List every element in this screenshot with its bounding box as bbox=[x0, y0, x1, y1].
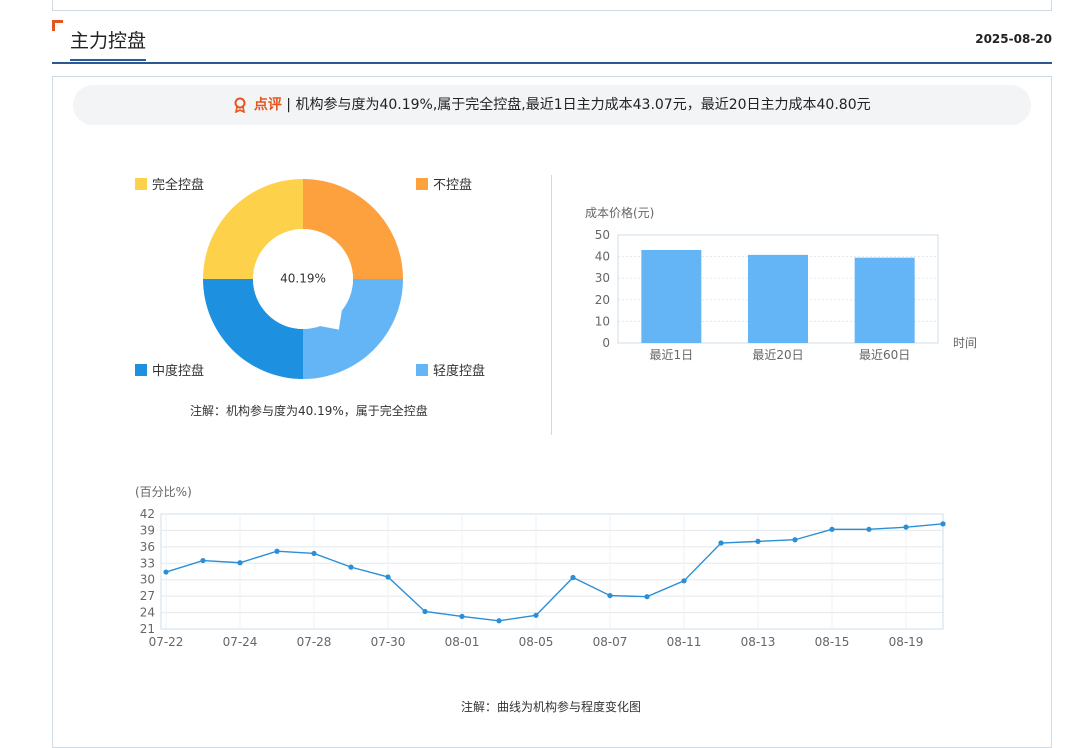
line-xtick-label: 08-15 bbox=[815, 635, 850, 649]
legend-medium[interactable]: 中度控盘 bbox=[135, 360, 204, 379]
bar-ytick-label: 30 bbox=[595, 271, 610, 285]
line-point[interactable] bbox=[718, 540, 724, 546]
line-point[interactable] bbox=[237, 560, 243, 566]
line-point[interactable] bbox=[422, 608, 428, 615]
line-xtick-label: 07-24 bbox=[223, 635, 258, 649]
donut-chart: 40.19% bbox=[203, 179, 403, 379]
donut-center-label: 40.19% bbox=[280, 272, 326, 286]
header-corner-mark bbox=[52, 20, 63, 31]
bar-xtick-label: 最近20日 bbox=[752, 348, 803, 362]
bar-xtick-label: 最近1日 bbox=[650, 348, 694, 362]
comment-label: 点评 bbox=[253, 97, 282, 113]
top-frame bbox=[52, 0, 1052, 11]
bar-xtick-label: 最近60日 bbox=[859, 348, 910, 362]
award-icon bbox=[234, 97, 246, 113]
line-xtick-label: 08-01 bbox=[445, 635, 480, 649]
line-ytick-label: 33 bbox=[140, 556, 155, 570]
bar-ytick-label: 50 bbox=[595, 228, 610, 242]
header-date: 2025-08-20 bbox=[975, 32, 1052, 46]
line-xtick-label: 08-19 bbox=[889, 635, 924, 649]
legend-label: 完全控盘 bbox=[152, 178, 205, 193]
legend-label: 轻度控盘 bbox=[433, 364, 486, 379]
donut-slice-light[interactable] bbox=[303, 279, 403, 379]
legend-swatch-complete bbox=[135, 177, 147, 190]
page-title: 主力控盘 bbox=[70, 26, 147, 61]
line-xtick-label: 07-22 bbox=[149, 635, 184, 649]
bar-xlabel: 时间 bbox=[953, 336, 977, 350]
line-point[interactable] bbox=[644, 594, 650, 600]
donut-slice-complete[interactable] bbox=[203, 179, 303, 279]
donut-pointer bbox=[315, 306, 343, 330]
bar-mark[interactable] bbox=[748, 254, 808, 343]
donut-note: 注解：机构参与度为40.19%，属于完全控盘 bbox=[190, 404, 428, 418]
bar-mark[interactable] bbox=[854, 257, 915, 343]
comment-bar: 点评 | 机构参与度为40.19%,属于完全控盘,最近1日主力成本43.07元，… bbox=[73, 85, 1031, 125]
legend-label: 不控盘 bbox=[433, 178, 473, 193]
bar-ylabel: 成本价格(元) bbox=[585, 205, 654, 220]
line-point[interactable] bbox=[903, 524, 909, 530]
line-point[interactable] bbox=[570, 574, 576, 581]
bar-ytick-label: 20 bbox=[595, 293, 610, 307]
line-point[interactable] bbox=[681, 578, 687, 584]
legend-swatch-none bbox=[416, 177, 428, 190]
line-ytick-label: 36 bbox=[140, 540, 155, 554]
line-xtick-label: 08-05 bbox=[519, 635, 554, 649]
line-point[interactable] bbox=[163, 569, 169, 575]
legend-swatch-medium bbox=[135, 363, 147, 376]
line-point[interactable] bbox=[274, 548, 280, 554]
line-ylabel: (百分比%) bbox=[135, 485, 192, 499]
line-ytick-label: 27 bbox=[140, 589, 155, 603]
line-plot-frame bbox=[160, 513, 944, 630]
line-ytick-label: 30 bbox=[140, 573, 155, 587]
line-ytick-label: 39 bbox=[140, 523, 155, 537]
line-point[interactable] bbox=[829, 526, 835, 532]
bar-ytick-label: 10 bbox=[595, 314, 610, 328]
legend-label: 中度控盘 bbox=[152, 364, 205, 379]
line-point[interactable] bbox=[385, 574, 391, 580]
line-point[interactable] bbox=[607, 592, 613, 599]
line-xtick-label: 08-11 bbox=[667, 635, 702, 649]
line-point[interactable] bbox=[459, 613, 465, 620]
section-header: 主力控盘 2025-08-20 bbox=[52, 18, 1052, 64]
line-ytick-label: 24 bbox=[140, 606, 155, 620]
line-xtick-label: 08-07 bbox=[593, 635, 628, 649]
legend-light[interactable]: 轻度控盘 bbox=[416, 360, 485, 379]
line-point[interactable] bbox=[200, 557, 206, 564]
line-point[interactable] bbox=[311, 550, 317, 557]
legend-none[interactable]: 不控盘 bbox=[416, 174, 472, 193]
legend-swatch-light bbox=[416, 363, 428, 376]
legend-complete[interactable]: 完全控盘 bbox=[135, 174, 204, 193]
donut-hole bbox=[253, 229, 353, 329]
bar-chart: 成本价格(元) 0 10 20 30 40 50 最近1日 最近20日 最近60日 时间 bbox=[585, 205, 977, 362]
line-point[interactable] bbox=[348, 564, 354, 570]
line-point[interactable] bbox=[755, 538, 761, 544]
comment-text: | 机构参与度为40.19%,属于完全控盘,最近1日主力成本43.07元，最近2… bbox=[281, 97, 871, 113]
bar-ytick-label: 0 bbox=[602, 336, 610, 350]
donut-slice-none[interactable] bbox=[303, 179, 403, 279]
line-ytick-label: 21 bbox=[140, 622, 155, 636]
line-point[interactable] bbox=[533, 612, 539, 618]
line-point[interactable] bbox=[940, 521, 946, 527]
line-note: 注解：曲线为机构参与程度变化图 bbox=[461, 700, 642, 714]
line-xtick-label: 07-28 bbox=[297, 635, 332, 649]
line-point[interactable] bbox=[792, 537, 798, 543]
line-series bbox=[165, 523, 944, 622]
line-xtick-label: 07-30 bbox=[371, 635, 406, 649]
line-chart: (百分比%) 21 24 27 30 33 36 39 42 07-22 07-24 07-28 0… bbox=[135, 485, 946, 649]
line-xtick-label: 08-13 bbox=[741, 635, 776, 649]
main-panel: 点评 | 机构参与度为40.19%,属于完全控盘,最近1日主力成本43.07元，… bbox=[52, 76, 1052, 748]
chart-divider bbox=[551, 175, 552, 435]
bar-mark[interactable] bbox=[641, 249, 702, 343]
line-point[interactable] bbox=[496, 618, 502, 624]
donut-slice-medium[interactable] bbox=[203, 279, 303, 379]
line-point[interactable] bbox=[866, 526, 872, 532]
bar-ytick-label: 40 bbox=[595, 250, 610, 264]
line-ytick-label: 42 bbox=[140, 507, 155, 521]
